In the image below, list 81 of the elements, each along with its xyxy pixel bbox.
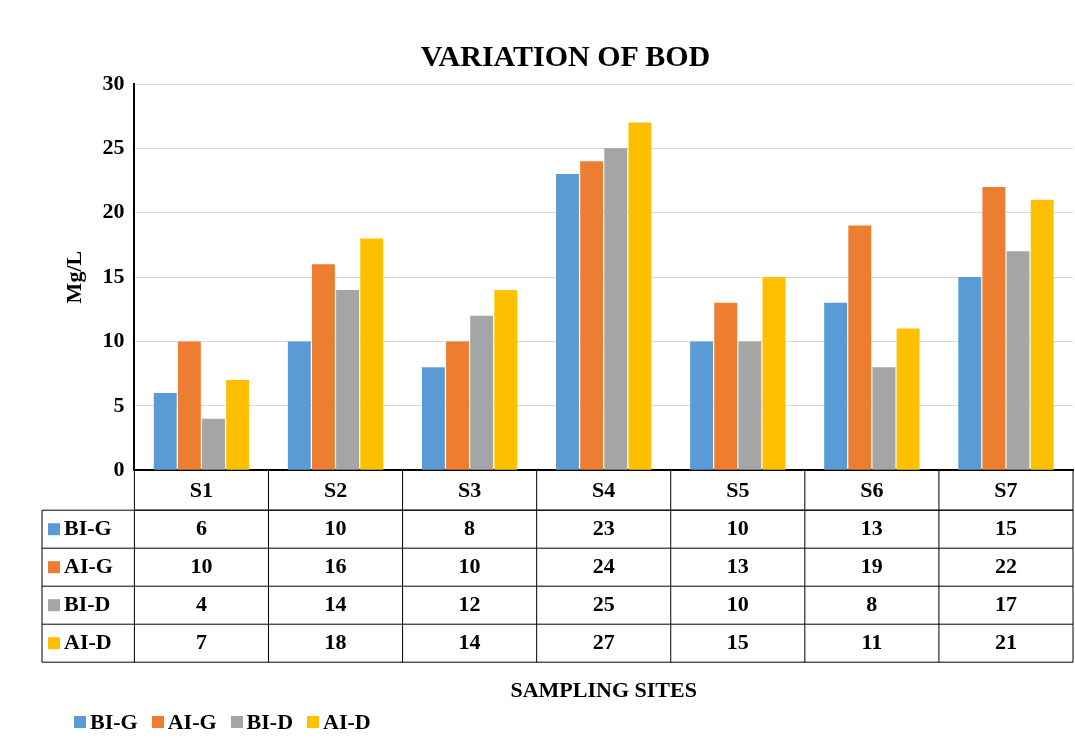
text: SAMPLING SITES [510,677,697,703]
y-tick-label: 5 [113,391,125,417]
data-label: 14 [324,590,347,616]
data-label: 23 [592,514,615,540]
data-label: 21 [994,628,1017,654]
bar [470,315,494,470]
bar [360,238,384,470]
x-tick-label: S2 [323,477,348,503]
text: BI-G [90,709,138,734]
data-label: 15 [726,628,749,654]
y-tick-label: 0 [113,455,125,481]
bar [177,341,201,470]
data-label: 16 [324,552,347,578]
bar [556,174,579,470]
x-tick-label: S4 [592,477,616,503]
bar [421,367,445,470]
bar [714,302,738,470]
data-label: 7 [195,628,207,654]
x-tick-label: S5 [726,477,750,503]
bar [287,341,311,470]
x-tick-label: S3 [457,477,482,503]
y-tick-label: 30 [102,69,125,95]
bar [312,264,335,470]
bar [628,122,652,470]
text: AI-D [323,709,371,734]
x-tick-label: S1 [189,477,214,503]
bar [958,277,982,470]
bar [872,367,896,470]
y-tick-label: 15 [102,262,125,288]
bar [494,289,518,470]
bar [202,418,225,470]
data-label: 6 [195,514,207,540]
data-label: 8 [866,590,878,616]
text: BI-D [246,709,294,734]
bar [982,186,1006,470]
chart-title: VARIATION OF BOD [420,38,711,72]
bar [690,341,714,470]
bar [738,341,762,470]
bar [1030,199,1054,470]
data-label: 10 [324,514,347,540]
data-label: 12 [458,590,481,616]
data-label: 14 [458,628,481,654]
data-label: 8 [464,514,476,540]
bar [824,302,848,470]
data-label: 18 [324,628,347,654]
data-label: 19 [860,552,883,578]
data-label: 4 [195,590,207,616]
data-label: 24 [592,552,615,578]
bar [604,148,628,470]
legend-label: AI-D [64,628,112,654]
data-label: 10 [190,552,213,578]
bar [580,161,604,470]
y-tick-label: 25 [102,134,125,160]
x-tick-label: S7 [994,477,1018,503]
data-label: 22 [994,552,1017,578]
text: AI-G [167,709,217,734]
data-label: 13 [860,514,883,540]
data-label: 27 [592,628,615,654]
bar [848,225,872,470]
legend-label: BI-G [64,514,112,540]
data-label: 11 [861,628,883,654]
legend-label: BI-D [64,590,111,616]
data-label: 10 [726,514,749,540]
y-axis-title: Mg/L [60,250,86,304]
bar [896,328,920,470]
x-tick-label: S6 [860,477,884,503]
bar [226,380,250,470]
bar [336,289,360,470]
data-label: 10 [726,590,749,616]
data-label: 13 [726,552,749,578]
data-label: 10 [458,552,481,578]
legend-label: AI-G [64,552,113,578]
bar [446,341,470,470]
bar [153,392,177,470]
y-tick-label: 20 [102,198,125,224]
bar [1006,251,1030,470]
data-label: 15 [994,514,1017,540]
y-tick-label: 10 [102,327,125,353]
data-label: 17 [994,590,1017,616]
data-label: 25 [592,590,615,616]
bar [762,277,786,470]
